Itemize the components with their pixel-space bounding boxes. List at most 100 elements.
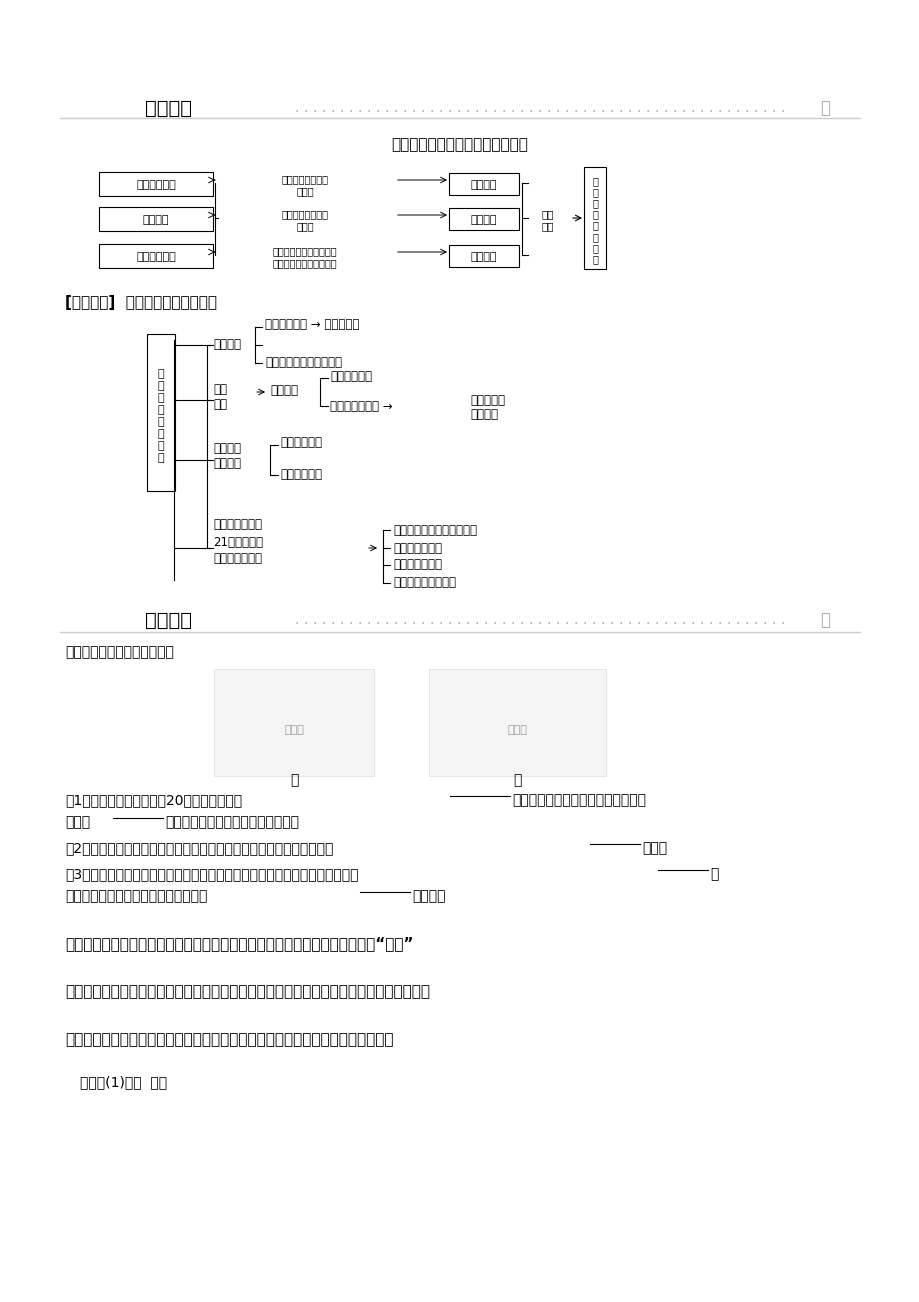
Text: 资源利用水平低 →: 资源利用水平低 → [330,400,392,413]
Text: .: . [519,613,524,628]
Text: .: . [673,613,676,628]
Text: .: . [664,102,667,115]
Text: 资源有限: 资源有限 [142,215,169,225]
Text: 面积已趋于零增长，甚至有所减少。: 面积已趋于零增长，甚至有所减少。 [165,815,299,829]
Text: .: . [466,102,470,115]
Text: .: . [303,102,308,115]
Text: 漫画乙: 漫画乙 [506,725,527,736]
Text: .: . [438,613,443,628]
Text: .: . [636,613,641,628]
Text: .: . [519,102,524,115]
Text: .: . [412,102,416,115]
Text: （1）甲漫画反映的问题：20世纪以来，由于: （1）甲漫画反映的问题：20世纪以来，由于 [65,793,242,807]
Text: .: . [744,613,749,628]
Text: .: . [376,613,380,628]
Text: .: . [312,613,317,628]
Text: 迁移应用: 迁移应用 [145,611,192,629]
Text: 〈: 〈 [819,99,829,117]
Text: [知识拓展]  中国的可持续发展道路: [知识拓展] 中国的可持续发展道路 [65,294,217,310]
Text: .: . [681,102,686,115]
Text: .: . [510,613,515,628]
Text: .: . [483,613,488,628]
Text: 乙: 乙 [512,773,521,786]
Text: .: . [312,102,317,115]
Text: 没能有效地控制人
口增长: 没能有效地控制人 口增长 [281,174,328,195]
Text: .: . [421,102,425,115]
Text: .: . [448,102,452,115]
Text: .: . [673,102,676,115]
FancyBboxPatch shape [448,208,518,230]
Text: .: . [636,102,641,115]
FancyBboxPatch shape [147,335,175,491]
Text: .: . [438,102,443,115]
Text: 了: 了 [709,867,718,881]
Text: .: . [771,102,776,115]
Text: 甲: 甲 [289,773,298,786]
Text: 预支进来，环境面临着巨大的压力，其中可再生资源的消耗率超过了它们的再生能力。可持: 预支进来，环境面临着巨大的压力，其中可再生资源的消耗率超过了它们的再生能力。可持 [65,984,429,1000]
Text: .: . [367,613,371,628]
Text: .: . [421,613,425,628]
FancyBboxPatch shape [448,245,518,267]
Text: .: . [393,102,398,115]
Text: .: . [664,613,667,628]
Text: .: . [393,613,398,628]
Text: .: . [709,613,712,628]
Text: .: . [591,613,596,628]
Text: .: . [295,613,299,628]
Text: .: . [348,102,353,115]
Text: .: . [474,613,479,628]
Text: .: . [322,102,326,115]
Text: .: . [645,613,650,628]
Text: .: . [528,102,533,115]
FancyBboxPatch shape [99,172,213,197]
FancyBboxPatch shape [214,669,374,776]
Text: 环境危机
程度加剧: 环境危机 程度加剧 [213,441,241,470]
Text: .: . [628,613,631,628]
Text: .: . [780,102,785,115]
Text: .: . [384,613,389,628]
Text: 后代人满足其需求的能力，从而违背了: 后代人满足其需求的能力，从而违背了 [65,889,207,904]
Text: .: . [384,102,389,115]
Text: （2）乙漫画反映的问题：不合理开发自然资源，开发速度超过了资源的: （2）乙漫画反映的问题：不合理开发自然资源，开发速度超过了资源的 [65,841,333,855]
Text: .: . [331,102,335,115]
Text: 人口数量庞大: 人口数量庞大 [136,180,176,190]
Text: .: . [348,613,353,628]
Text: .: . [754,613,757,628]
Text: .: . [690,613,695,628]
Text: .: . [709,102,712,115]
Text: .: . [502,613,505,628]
Text: 生态破坏扩大: 生态破坏扩大 [279,469,322,482]
Text: 反思归纳: 反思归纳 [145,99,192,117]
Text: 资源枯竭: 资源枯竭 [471,180,496,190]
Text: 人类必然走可持续发展之路的原因: 人类必然走可持续发展之路的原因 [391,138,528,152]
Text: 资源短缺: 资源短缺 [269,384,298,397]
Text: 的观点。: 的观点。 [412,889,445,904]
Text: .: . [295,102,299,115]
Text: .: . [645,102,650,115]
Text: 解决
措施: 解决 措施 [541,210,553,230]
FancyBboxPatch shape [584,167,606,270]
Text: 肆意开发、破坏自
然资源: 肆意开发、破坏自 然资源 [281,210,328,230]
Text: 技术、工艺: 技术、工艺 [470,393,505,406]
Text: 世界的: 世界的 [65,815,90,829]
Text: .: . [564,613,569,628]
Text: .: . [483,102,488,115]
Text: 生态失调: 生态失调 [471,215,496,225]
Text: .: . [538,102,542,115]
Text: .: . [609,102,614,115]
Text: .: . [699,613,704,628]
Text: .: . [340,102,344,115]
Text: .: . [771,613,776,628]
FancyBboxPatch shape [428,669,606,776]
Text: .: . [528,613,533,628]
Text: 人口基数过高 → 新增人口多: 人口基数过高 → 新增人口多 [265,319,359,332]
Text: .: . [583,613,586,628]
Text: .: . [510,102,515,115]
Text: .: . [573,613,578,628]
Text: .: . [376,102,380,115]
Text: .: . [780,613,785,628]
Text: .: . [457,102,460,115]
Text: .: . [754,102,757,115]
Text: .: . [322,613,326,628]
Text: 社会可持续发展: 社会可持续发展 [392,542,441,555]
